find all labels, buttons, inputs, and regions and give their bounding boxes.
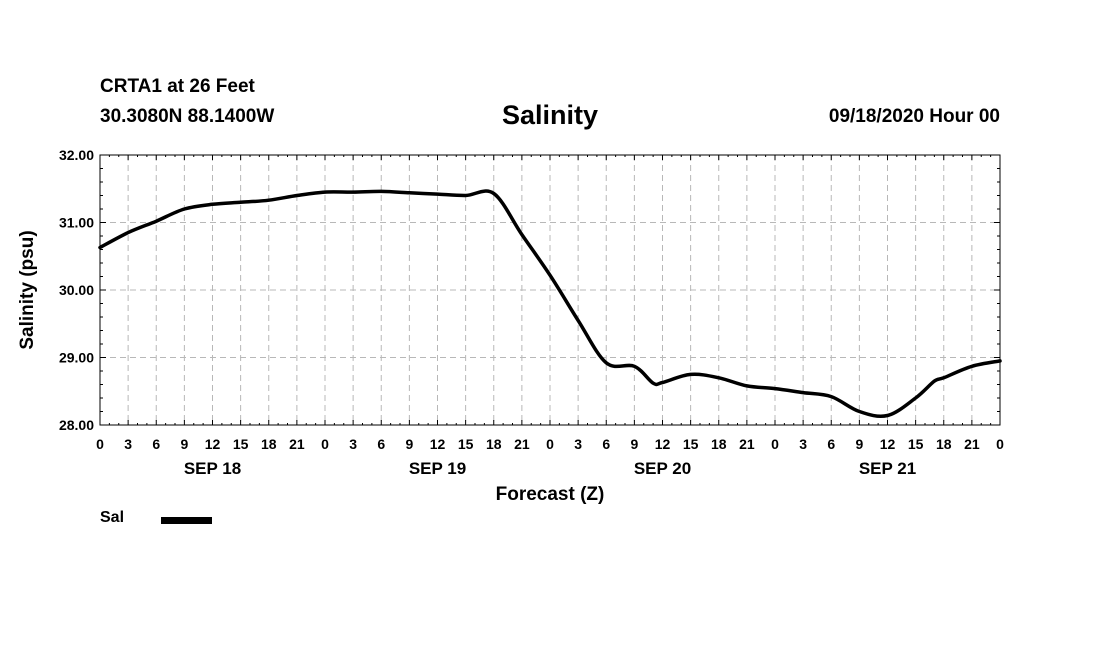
plot-frame [99,154,1001,426]
salinity-series-line [98,189,1002,419]
legend-swatch [161,517,212,524]
station-coordinates: 30.3080N 88.1400W [100,106,275,127]
y-tick-label: 29.00 [59,350,94,366]
x-tick-label: 18 [936,436,952,452]
chart-title: Salinity [501,100,599,130]
x-tick-label: 6 [827,436,835,452]
x-tick-label: 18 [711,436,727,452]
x-tick-label: 15 [908,436,924,452]
y-tick-label: 30.00 [59,282,94,298]
x-tick-label: 6 [602,436,610,452]
x-tick-label: 6 [152,436,160,452]
x-tick-label: 0 [321,436,329,452]
x-tick-label: 18 [486,436,502,452]
grid-lines [100,155,1000,425]
x-tick-label: 12 [655,436,671,452]
x-tick-label: 12 [880,436,896,452]
x-tick-label: 21 [514,436,530,452]
forecast-issue-time: 09/18/2020 Hour 00 [828,106,1000,127]
x-tick-label: 12 [430,436,446,452]
x-tick-label: 0 [771,436,779,452]
station-label: CRTA1 at 26 Feet [100,76,255,97]
x-tick-label: 9 [180,436,188,452]
x-axis-title: Forecast (Z) [496,484,605,505]
x-tick-label: 21 [739,436,755,452]
x-tick-label: 18 [261,436,277,452]
date-label: SEP 19 [409,459,466,478]
date-label: SEP 21 [859,459,916,478]
x-tick-label: 21 [289,436,305,452]
legend-label: Sal [100,509,125,526]
x-tick-label: 0 [96,436,104,452]
x-tick-label: 12 [205,436,221,452]
x-tick-label: 15 [683,436,699,452]
date-label: SEP 20 [634,459,691,478]
x-tick-label: 0 [546,436,554,452]
x-tick-labels: 0 3 6 9 12 15 18 21 0 3 6 9 12 15 18 21 0 3 6 9 12 15 18 21 0 3 6 9… [96,436,1004,452]
x-tick-label: 15 [458,436,474,452]
x-tick-label: 15 [233,436,249,452]
x-tick-label: 21 [964,436,980,452]
date-label: SEP 18 [184,459,241,478]
y-axis-title: Salinity (psu) [17,230,38,349]
y-tick-label: 32.00 [59,147,94,163]
x-tick-label: 9 [855,436,863,452]
x-tick-label: 3 [349,436,357,452]
date-labels: SEP 18 SEP 19 SEP 20 SEP 21 [184,459,916,478]
x-tick-label: 6 [377,436,385,452]
x-tick-label: 9 [405,436,413,452]
x-tick-label: 0 [996,436,1004,452]
y-tick-label: 31.00 [59,215,94,231]
x-tick-label: 9 [630,436,638,452]
x-tick-label: 3 [124,436,132,452]
y-tick-label: 28.00 [59,417,94,433]
x-tick-label: 3 [799,436,807,452]
x-tick-label: 3 [574,436,582,452]
y-tick-labels: 28.00 29.00 30.00 31.00 32.00 [59,147,94,433]
